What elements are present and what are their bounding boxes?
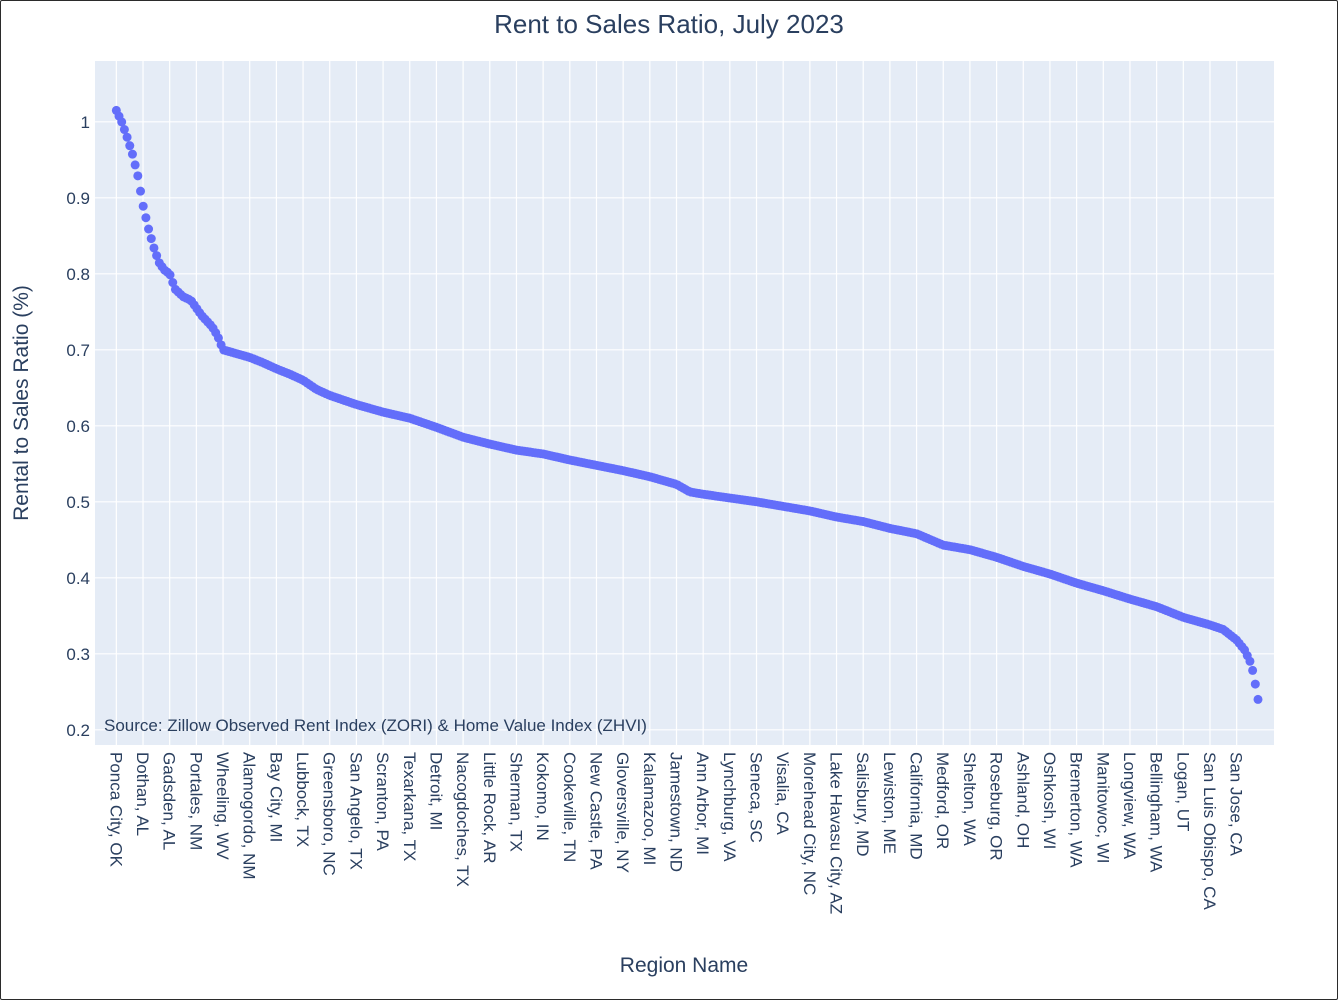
x-tick-label: Kokomo, IN xyxy=(533,752,552,841)
x-tick-label: Greensboro, NC xyxy=(320,752,339,876)
data-point xyxy=(1245,656,1255,666)
x-tick-label: Gadsden, AL xyxy=(160,752,179,850)
plot-area xyxy=(95,61,1274,745)
x-tick-label: Portales, NM xyxy=(186,752,205,850)
x-tick-label: Oshkosh, WI xyxy=(1040,752,1059,849)
data-point xyxy=(213,333,223,343)
x-tick-label: Roseburg, OR xyxy=(987,752,1006,861)
x-tick-label: Dothan, AL xyxy=(133,752,152,836)
x-tick-label: Shelton, WA xyxy=(960,752,979,847)
x-tick-label: Wheeling, WV xyxy=(213,752,232,860)
data-point xyxy=(146,234,156,244)
x-tick-label: California, MD xyxy=(907,752,926,860)
x-tick-label: Jamestown, ND xyxy=(666,752,685,872)
x-tick-label: Sherman, TX xyxy=(506,752,525,852)
data-point xyxy=(1248,665,1258,675)
x-tick-label: Ashland, OH xyxy=(1013,752,1032,848)
data-point xyxy=(144,224,154,234)
x-tick-label: Scranton, PA xyxy=(373,752,392,852)
data-point xyxy=(1253,694,1263,704)
x-tick-label: Longview, WA xyxy=(1120,752,1139,860)
x-tick-label: Detroit, MI xyxy=(426,752,445,830)
data-point xyxy=(119,125,129,135)
y-tick-label: 0.2 xyxy=(66,721,90,740)
x-tick-label: Cookeville, TN xyxy=(560,752,579,862)
x-tick-label: Bremerton, WA xyxy=(1067,752,1086,868)
x-tick-label: Lubbock, TX xyxy=(293,752,312,847)
x-tick-label: Ann Arbor, MI xyxy=(693,752,712,855)
data-point xyxy=(133,171,143,181)
y-tick-label: 0.3 xyxy=(66,645,90,664)
y-gridlines xyxy=(95,121,1274,731)
y-axis-title: Rental to Sales Ratio (%) xyxy=(10,285,33,521)
y-tick-label: 0.7 xyxy=(66,341,90,360)
x-tick-label: Salisbury, MD xyxy=(853,752,872,857)
data-points xyxy=(111,105,1263,704)
y-tick-label: 0.9 xyxy=(66,189,90,208)
y-tick-label: 0.6 xyxy=(66,417,90,436)
data-point xyxy=(138,201,148,211)
y-tick-label: 0.5 xyxy=(66,493,90,512)
x-tick-label: Logan, UT xyxy=(1173,752,1192,831)
y-tick-label: 1 xyxy=(81,113,90,132)
x-tick-label: Manitowoc, WI xyxy=(1093,752,1112,863)
data-point xyxy=(136,186,146,196)
x-tick-label: San Luis Obispo, CA xyxy=(1200,752,1219,910)
data-point xyxy=(141,213,151,223)
x-tick-label: Lake Havasu City, AZ xyxy=(827,752,846,914)
x-tick-label: San Jose, CA xyxy=(1227,752,1246,857)
x-tick-label: Medford, OR xyxy=(933,752,952,849)
x-tick-label: Texarkana, TX xyxy=(400,752,419,861)
data-point xyxy=(117,117,127,127)
data-point xyxy=(130,160,140,170)
data-point xyxy=(149,243,159,253)
x-tick-label: Bellingham, WA xyxy=(1147,752,1166,873)
data-point xyxy=(165,270,175,280)
x-tick-label: Kalamazoo, MI xyxy=(640,752,659,865)
data-point xyxy=(125,141,135,151)
x-tick-label: Morehead City, NC xyxy=(800,752,819,895)
x-tick-label: Bay City, MI xyxy=(266,752,285,842)
x-tick-label: Gloversville, NY xyxy=(613,752,632,873)
x-tick-label: Lynchburg, VA xyxy=(720,752,739,862)
x-tick-labels: Ponca City, OK Dothan, AL Gadsden, AL Porta… xyxy=(106,752,1245,914)
x-tick-label: San Angelo, TX xyxy=(346,752,365,870)
data-point xyxy=(127,149,137,159)
x-gridlines xyxy=(115,61,1238,745)
x-tick-label: Little Rock, AR xyxy=(480,752,499,864)
chart-title: Rent to Sales Ratio, July 2023 xyxy=(494,9,844,39)
y-tick-labels: 0.2 0.3 0.4 0.5 0.6 0.7 0.8 0.9 1 xyxy=(66,113,90,740)
x-tick-label: Alamogordo, NM xyxy=(240,752,259,880)
x-tick-label: Ponca City, OK xyxy=(106,752,125,868)
x-axis-title: Region Name xyxy=(620,954,748,977)
data-point xyxy=(122,132,132,142)
source-annotation: Source: Zillow Observed Rent Index (ZORI… xyxy=(104,716,647,735)
x-tick-label: Lewiston, ME xyxy=(880,752,899,854)
data-point xyxy=(168,278,178,288)
x-tick-label: New Castle, PA xyxy=(586,752,605,870)
x-tick-label: Visalia, CA xyxy=(773,752,792,835)
y-tick-label: 0.8 xyxy=(66,265,90,284)
x-tick-label: Seneca, SC xyxy=(747,752,766,843)
data-point xyxy=(1250,679,1260,689)
data-point xyxy=(152,251,162,261)
y-tick-label: 0.4 xyxy=(66,569,90,588)
x-tick-label: Nacogdoches, TX xyxy=(453,752,472,887)
